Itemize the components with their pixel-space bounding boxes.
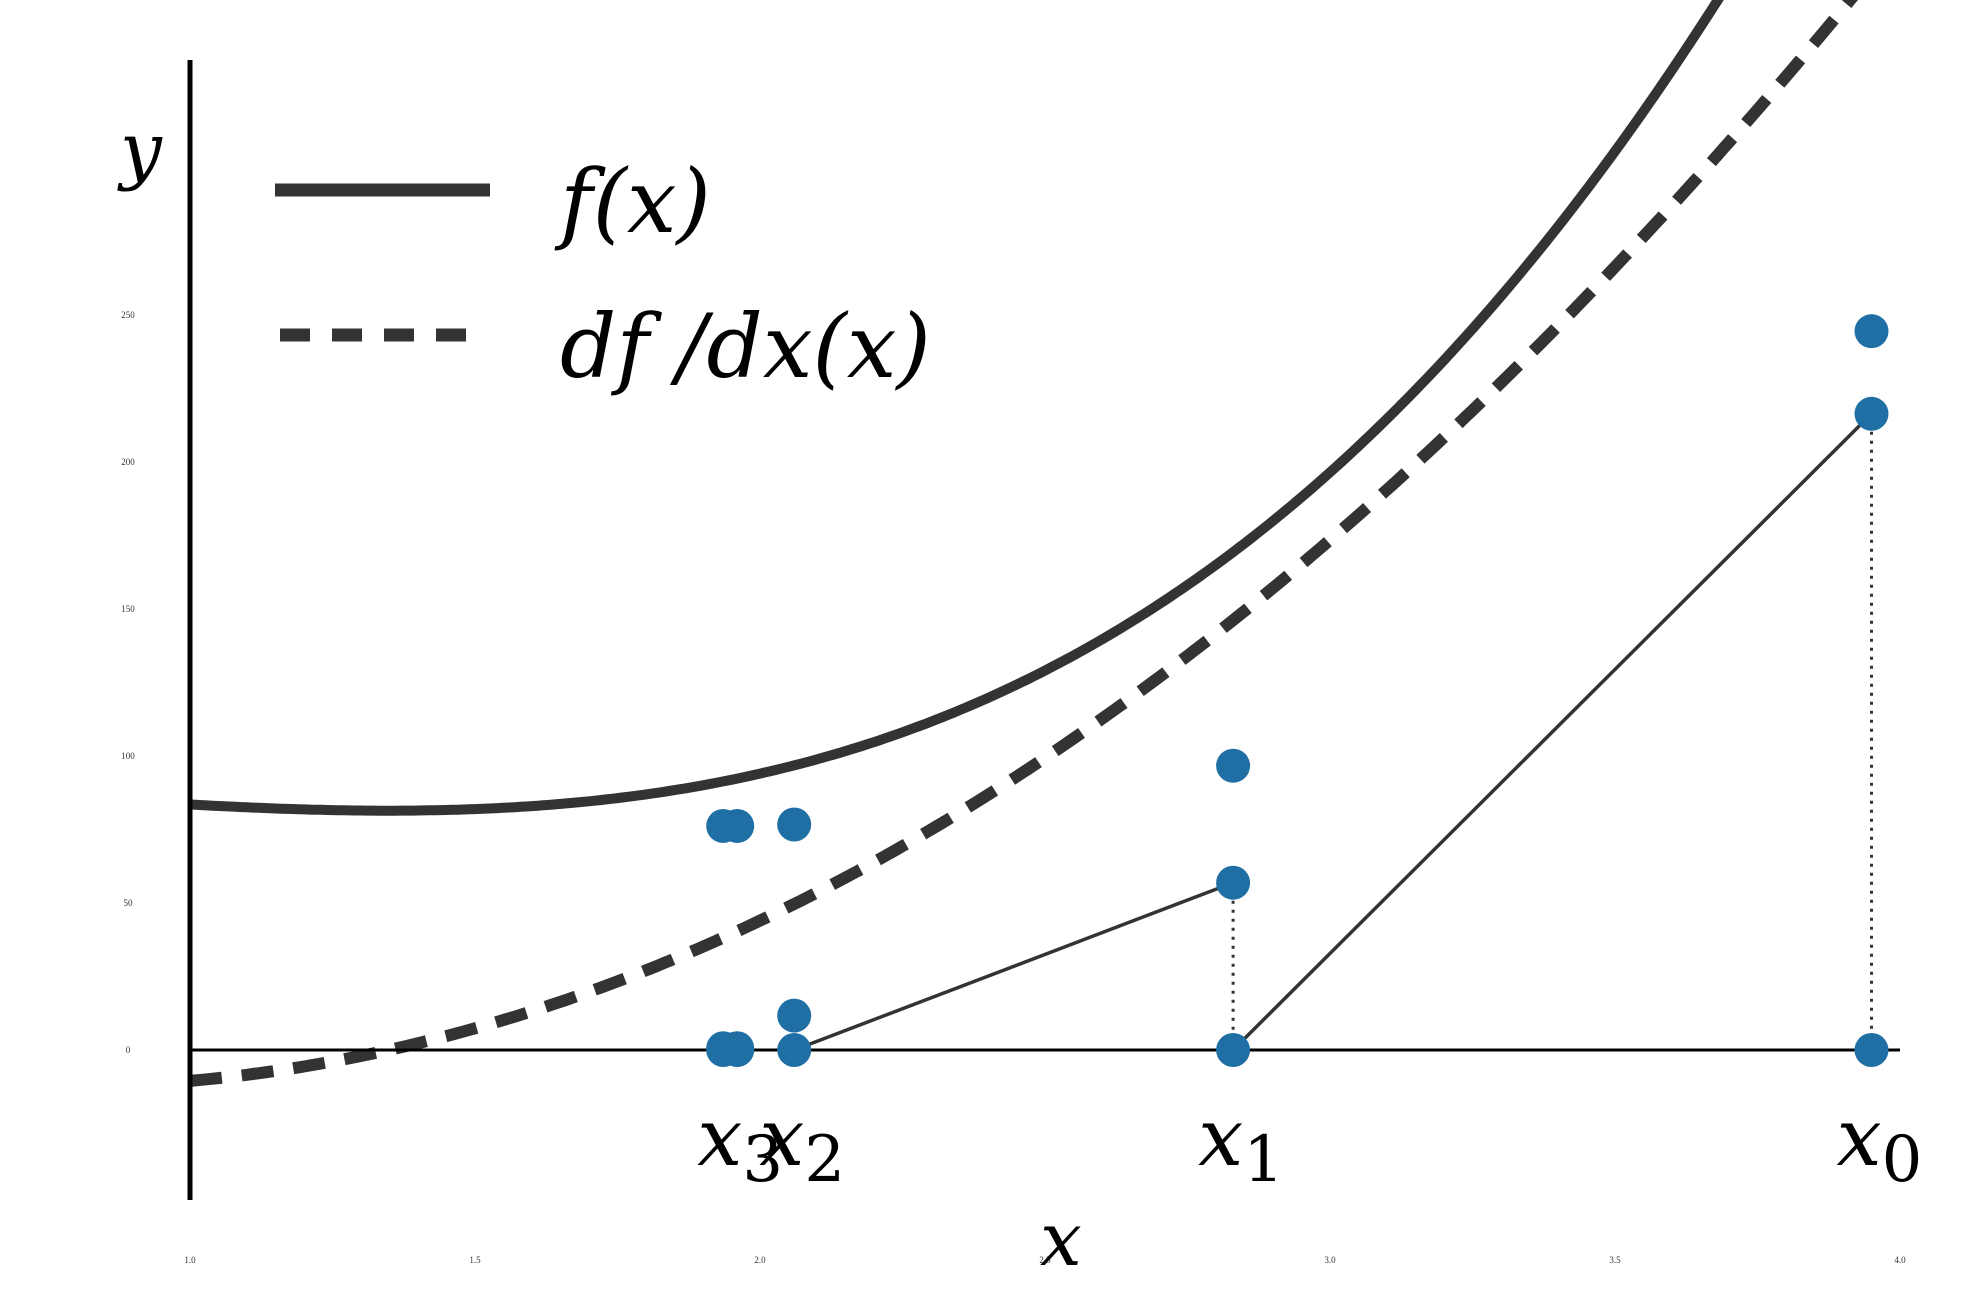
f-curve <box>189 0 1724 816</box>
x-tick-label: 1.5 <box>469 1255 481 1265</box>
y-tick-label: 50 <box>124 898 134 908</box>
iterate-label-0: x0 <box>1837 1091 1923 1197</box>
root-point-1 <box>1216 1033 1251 1067</box>
tangent-line <box>793 881 1234 1052</box>
x-tick-label: 3.0 <box>1324 1255 1336 1265</box>
root-point-2 <box>777 1033 812 1067</box>
x-tick-label: 2.5 <box>1039 1255 1051 1265</box>
x-tick-label: 2.0 <box>754 1255 766 1265</box>
x-axis-label: x <box>1040 1197 1082 1283</box>
f-point-2 <box>777 807 812 842</box>
y-tick-label: 100 <box>121 751 135 761</box>
x-tick-labels: 1.0 1.5 2.0 2.5 3.0 3.5 4.0 <box>184 1255 1906 1265</box>
iterate-label-3: x3 <box>697 1091 783 1197</box>
df-point-2 <box>777 998 812 1033</box>
f-point-3b <box>706 808 741 843</box>
df-curve <box>189 0 1858 1087</box>
f-point-0 <box>1854 314 1889 349</box>
root-point-3b <box>706 1033 741 1067</box>
tangent-line <box>1231 412 1873 1052</box>
y-tick-label: 200 <box>121 457 135 467</box>
iterate-points-group <box>706 314 1889 1067</box>
x-tick-label: 3.5 <box>1609 1255 1621 1265</box>
f-point-1 <box>1216 748 1251 783</box>
tangent-lines-group <box>793 412 1873 1052</box>
y-tick-label: 150 <box>121 604 135 614</box>
y-tick-labels: 0 50 100 150 200 250 <box>121 310 135 1055</box>
x-tick-label: 1.0 <box>184 1255 196 1265</box>
iterate-label-1: x1 <box>1198 1091 1284 1197</box>
iterate-label-2: x2 <box>759 1091 845 1197</box>
y-tick-label: 250 <box>121 310 135 320</box>
y-axis-label: y <box>117 107 163 193</box>
legend: f(x) df /dx(x) <box>275 150 931 398</box>
curves-group <box>189 0 1858 1087</box>
root-point-0 <box>1854 1033 1889 1067</box>
legend-label-df: df /dx(x) <box>560 295 931 398</box>
df-point-0 <box>1854 396 1889 431</box>
drop-lines-group <box>1231 413 1873 1050</box>
df-point-1 <box>1216 865 1251 900</box>
legend-label-f: f(x) <box>554 150 711 253</box>
y-tick-label: 0 <box>126 1045 131 1055</box>
x-tick-label: 4.0 <box>1894 1255 1906 1265</box>
